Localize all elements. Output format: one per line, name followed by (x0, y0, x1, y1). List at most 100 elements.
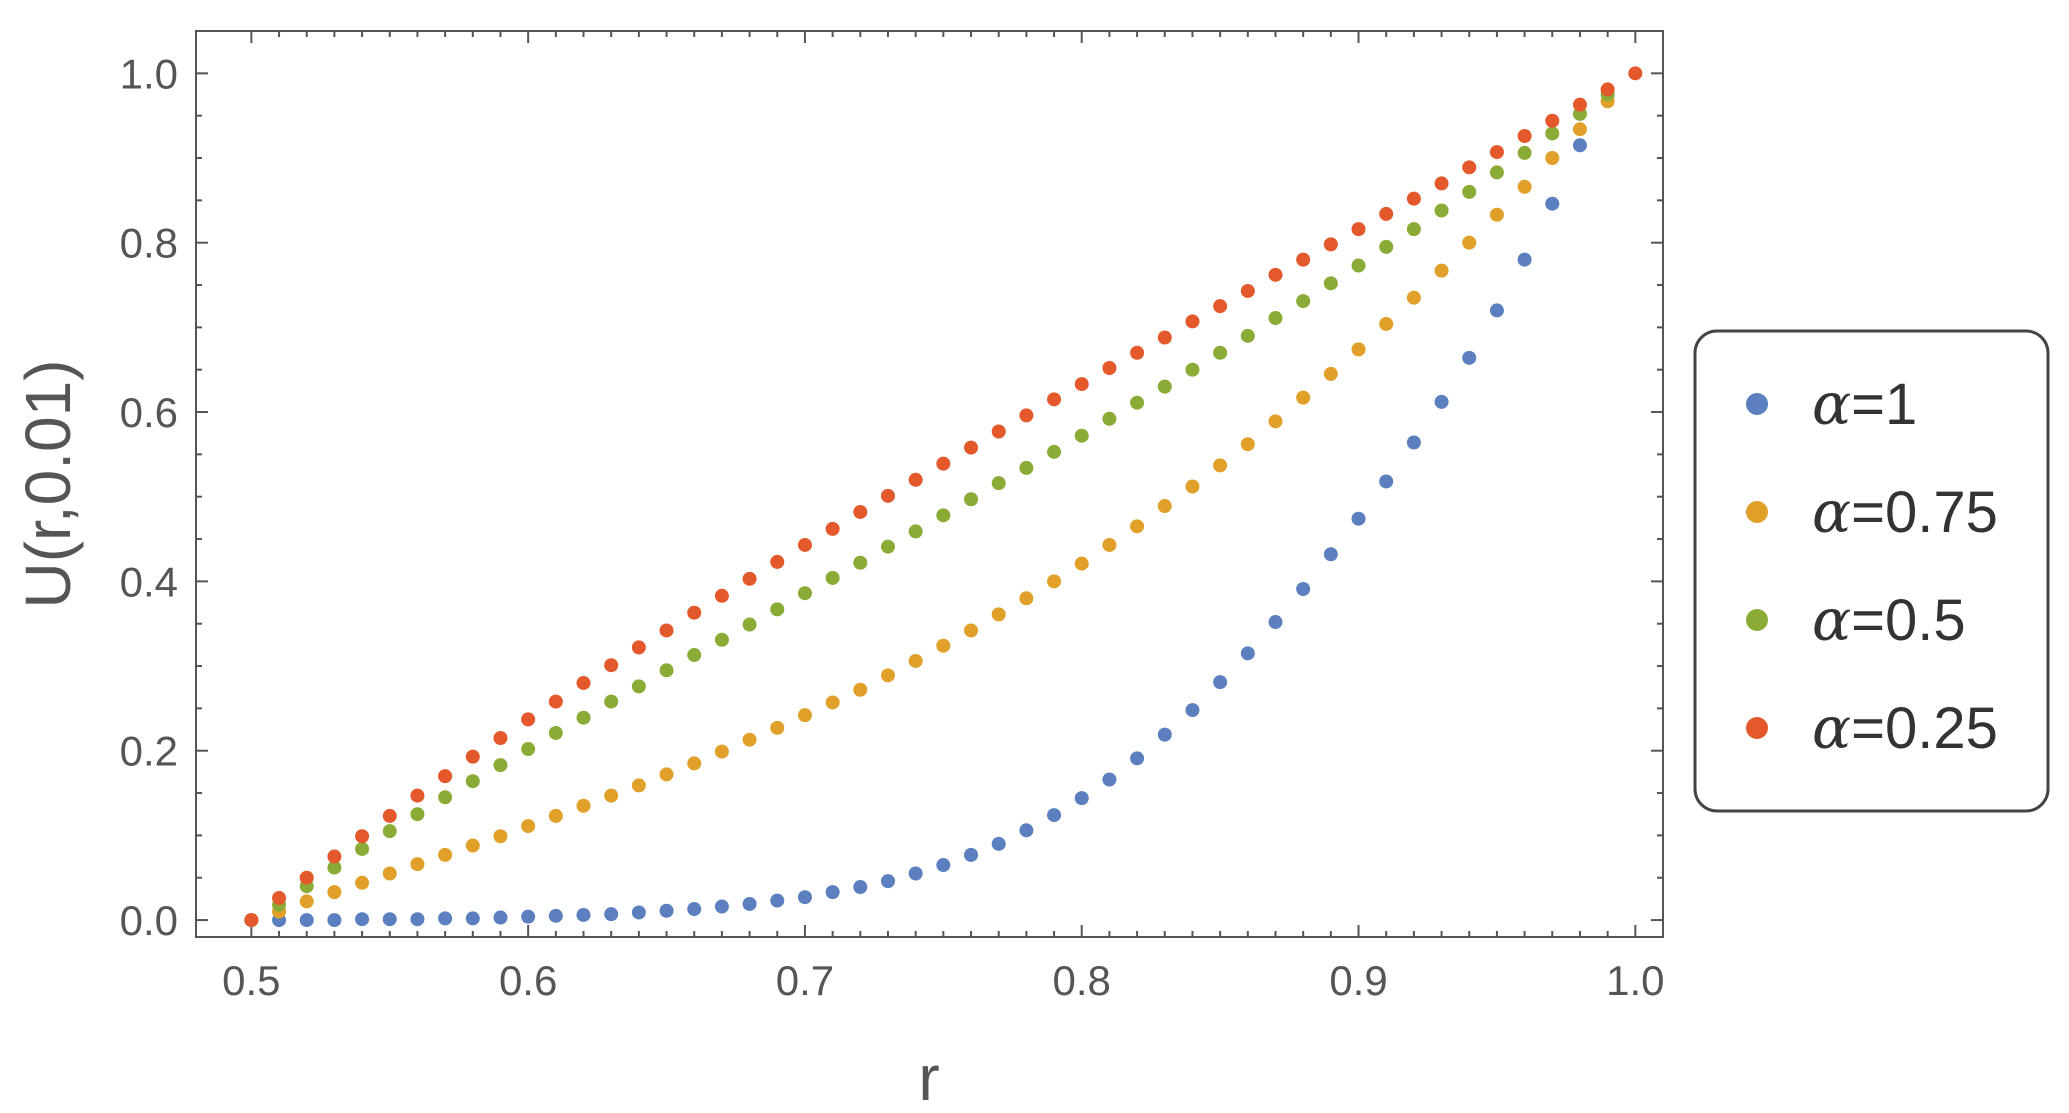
data-point (1019, 408, 1034, 423)
data-point (742, 732, 757, 747)
data-point (1130, 751, 1145, 766)
data-point (880, 488, 895, 503)
data-point (521, 819, 536, 834)
data-point (1296, 390, 1311, 405)
data-point (742, 571, 757, 586)
legend-marker (1746, 393, 1768, 415)
data-point (797, 537, 812, 552)
data-point (410, 857, 425, 872)
data-point (770, 602, 785, 617)
data-point (438, 847, 453, 862)
data-point (1130, 345, 1145, 360)
data-point (797, 586, 812, 601)
data-point (1047, 808, 1062, 823)
series-4 (244, 66, 1643, 928)
data-point (964, 847, 979, 862)
data-point (1240, 283, 1255, 298)
data-point (1351, 258, 1366, 273)
x-axis-title: r (918, 1042, 939, 1113)
data-point (908, 472, 923, 487)
y-tick-label: 0.6 (120, 389, 178, 436)
data-point (1517, 128, 1532, 143)
legend-box (1693, 329, 2050, 813)
data-point (1462, 350, 1477, 365)
data-point (1296, 252, 1311, 267)
data-point (1545, 113, 1560, 128)
data-point (1572, 138, 1587, 153)
y-tick-label: 0.0 (120, 897, 178, 944)
data-point (1268, 311, 1283, 326)
data-point (1545, 151, 1560, 166)
legend-items: α=1 α=0.75 α=0.5 α=0.25 (1746, 370, 1998, 762)
data-point (1489, 165, 1504, 180)
data-point (825, 885, 840, 900)
data-point (853, 504, 868, 519)
data-point (1240, 437, 1255, 452)
data-point (1157, 727, 1172, 742)
data-point (604, 694, 619, 709)
legend-marker (1746, 609, 1768, 631)
legend-marker (1746, 501, 1768, 523)
data-point (687, 756, 702, 771)
data-point (1323, 276, 1338, 291)
data-point (936, 508, 951, 523)
data-point (1268, 615, 1283, 630)
data-point (880, 668, 895, 683)
data-point (853, 880, 868, 895)
data-point (244, 913, 259, 928)
data-point (493, 731, 508, 746)
data-point (1074, 428, 1089, 443)
data-point (936, 456, 951, 471)
data-point (1185, 362, 1200, 377)
data-point (438, 769, 453, 784)
data-point (1157, 330, 1172, 345)
data-point (493, 829, 508, 844)
data-point (1462, 184, 1477, 199)
data-point (493, 910, 508, 925)
data-point (1185, 703, 1200, 718)
data-point (1296, 581, 1311, 596)
data-point (1102, 772, 1117, 787)
data-point (1489, 145, 1504, 160)
data-point (1406, 435, 1421, 450)
data-point (1296, 294, 1311, 309)
data-point (936, 858, 951, 873)
data-point (880, 539, 895, 554)
data-point (1157, 379, 1172, 394)
data-point (1434, 203, 1449, 218)
legend-label: α=0.25 (1812, 694, 1998, 762)
data-point (493, 758, 508, 773)
legend-label: α=1 (1812, 370, 1917, 438)
series-2 (244, 94, 1615, 928)
x-tick-label: 1.0 (1606, 957, 1664, 1004)
data-point (1074, 556, 1089, 571)
data-point (1379, 474, 1394, 489)
legend-label: α=0.5 (1812, 586, 1966, 654)
data-point (687, 902, 702, 917)
data-point (659, 623, 674, 638)
data-point (1351, 511, 1366, 526)
data-point (991, 424, 1006, 439)
data-point (1628, 66, 1643, 81)
data-point (604, 658, 619, 673)
data-point (1462, 235, 1477, 250)
data-point (465, 774, 480, 789)
data-point (465, 838, 480, 853)
y-tick-label: 0.4 (120, 558, 178, 605)
data-point (1074, 791, 1089, 806)
data-point (770, 554, 785, 569)
data-point (797, 890, 812, 905)
data-point (1323, 366, 1338, 381)
data-point (410, 912, 425, 927)
data-point (1379, 206, 1394, 221)
data-point (1213, 299, 1228, 314)
data-point (465, 911, 480, 926)
y-tick-label: 0.8 (120, 220, 178, 267)
data-point (1019, 460, 1034, 475)
data-point (438, 911, 453, 926)
data-point (714, 632, 729, 647)
data-point (521, 909, 536, 924)
data-point (770, 720, 785, 735)
data-point (1019, 591, 1034, 606)
data-point (576, 710, 591, 725)
